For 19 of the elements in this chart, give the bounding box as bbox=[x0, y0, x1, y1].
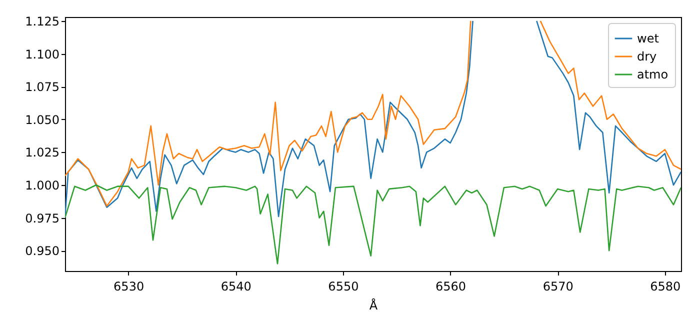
y-tick-label: 1.125 bbox=[25, 14, 60, 28]
x-tick-label: 6550 bbox=[328, 280, 359, 294]
y-tick-label: 1.025 bbox=[25, 146, 60, 160]
y-tick-label: 0.975 bbox=[25, 211, 60, 226]
y-tick-label: 1.000 bbox=[25, 178, 60, 193]
y-tick-label: 1.075 bbox=[25, 80, 60, 94]
x-tick-label: 6560 bbox=[435, 280, 466, 294]
line-series bbox=[65, 184, 681, 264]
x-tick-label: 6540 bbox=[220, 280, 252, 294]
legend-label: atmo bbox=[637, 68, 668, 82]
x-tick-label: 6580 bbox=[650, 280, 681, 294]
legend-label: dry bbox=[637, 50, 657, 64]
x-tick-label: 6530 bbox=[114, 280, 144, 294]
x-axis-title: Å bbox=[369, 298, 378, 312]
y-tick-label: 1.100 bbox=[25, 47, 60, 62]
y-tick-label: 0.950 bbox=[25, 244, 60, 258]
legend-label: wet bbox=[637, 32, 660, 46]
y-tick-label: 1.050 bbox=[25, 112, 60, 127]
x-tick-label: 6570 bbox=[542, 280, 574, 294]
